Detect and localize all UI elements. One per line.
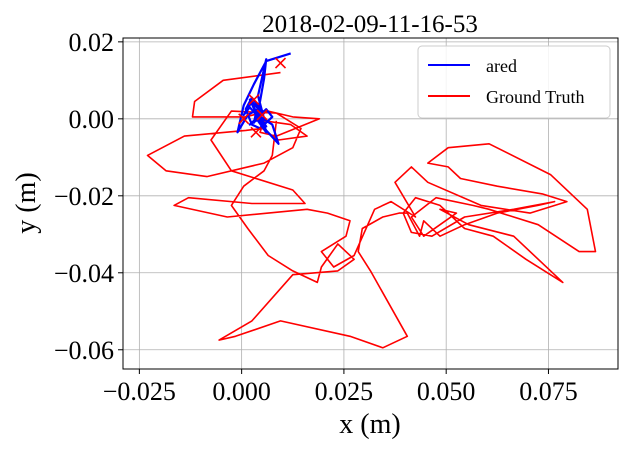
y-axis-label: y (m) — [11, 172, 42, 233]
x-tick-label: 0.050 — [417, 377, 476, 406]
x-tick-label: −0.025 — [103, 377, 176, 406]
y-tick-label: −0.02 — [54, 182, 114, 211]
y-tick-label: −0.06 — [54, 336, 114, 365]
legend-label-ground-truth: Ground Truth — [486, 87, 585, 107]
x-marker — [276, 58, 286, 68]
x-tick-label: 0.025 — [315, 377, 374, 406]
y-tick-label: 0.02 — [69, 28, 115, 57]
x-tick-label: 0.000 — [212, 377, 271, 406]
y-tick-label: 0.00 — [69, 105, 115, 134]
y-tick-label: −0.04 — [54, 259, 114, 288]
chart-title: 2018-02-09-11-16-53 — [262, 11, 478, 38]
legend-label-ared: ared — [486, 56, 517, 76]
x-tick-label: 0.075 — [519, 377, 578, 406]
x-axis-label: x (m) — [339, 409, 400, 440]
legend: ared Ground Truth — [418, 46, 610, 118]
